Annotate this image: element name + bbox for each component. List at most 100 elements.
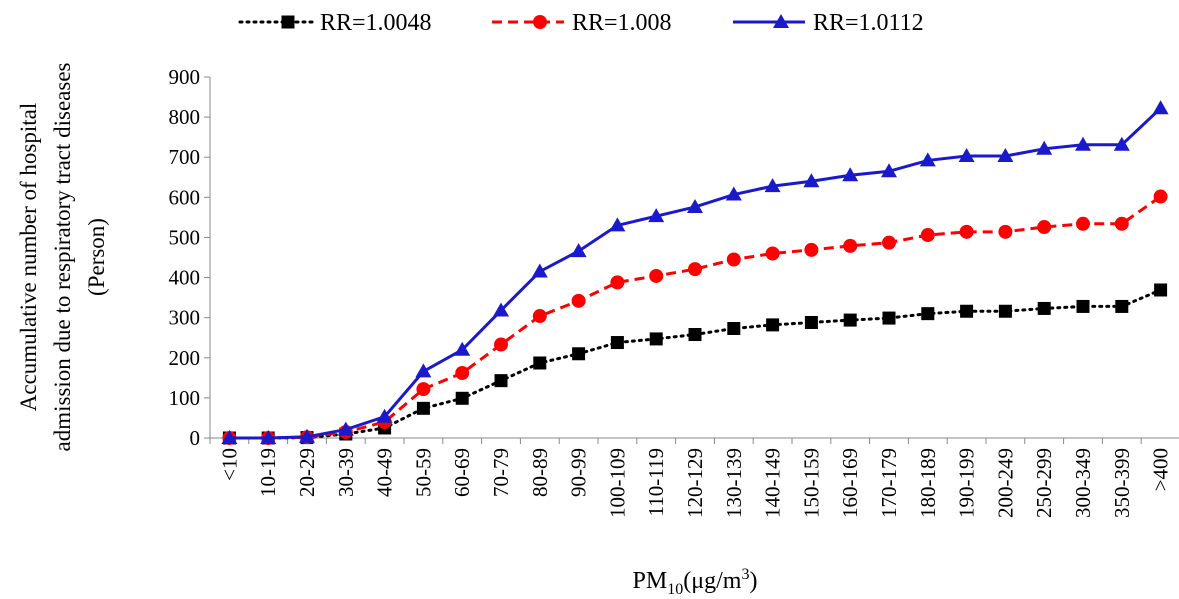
data-point [997,148,1014,163]
x-tick-label: 10-19 [256,448,280,497]
x-tick-label: 250-299 [1032,448,1056,518]
data-point [766,318,780,332]
data-point [533,356,547,370]
y-tick-label: 200 [169,346,201,370]
data-point [572,347,586,361]
legend-item-3: RR=1.0112 [733,10,924,36]
data-point [804,242,819,257]
data-point [493,302,509,317]
x-axis-title-unit-close: ) [749,568,757,594]
series-line [227,288,1163,440]
x-tick-label: 170-179 [877,448,901,518]
x-tick-label: 60-69 [450,448,474,497]
x-tick-label: 50-59 [411,448,435,497]
legend-swatch-marker [533,15,547,29]
series-1 [222,283,1168,445]
y-tick-label: 800 [169,105,201,129]
data-point [1036,140,1053,155]
data-point [843,238,858,253]
y-axis-title-line: (Person) [84,218,109,296]
x-tick-label: 90-99 [567,448,591,497]
series-group [221,100,1169,445]
y-tick-label: 0 [190,426,201,450]
data-point [882,235,896,250]
x-tick-label: >400 [1149,448,1173,491]
x-tick-label: 300-349 [1071,448,1095,518]
data-point [765,246,780,261]
x-axis-title: PM10(μg/m3) [633,566,758,598]
x-axis-title-subscript: 10 [667,581,683,598]
data-point [416,401,430,415]
data-point [455,366,470,381]
x-tick-label: 120-129 [683,448,707,518]
y-axis-title: Accumulative number of hospital admission… [16,62,109,451]
y-tick-label: 300 [169,306,201,330]
y-tick-label: 900 [169,65,201,89]
data-point [882,311,896,325]
data-point [532,309,547,324]
x-tick-label: 70-79 [489,448,513,497]
x-tick-label: 350-399 [1110,448,1134,518]
legend-label: RR=1.008 [572,10,672,36]
data-point [609,217,626,232]
x-axis-title-base: PM [633,568,668,594]
data-point [1037,301,1051,315]
data-point [687,198,703,213]
data-point [725,186,742,201]
series-2 [222,189,1168,445]
data-point [764,178,781,193]
x-tick-label: 160-169 [838,448,862,518]
x-axis-title: PM10(μg/m3) [633,566,758,598]
legend-label: RR=1.0048 [320,10,432,36]
y-axis-title-line: admission due to respiratory tract disea… [50,62,75,451]
legend-label: RR=1.0112 [813,10,924,36]
series-line [229,195,1162,440]
data-point [649,268,664,283]
data-point [1154,283,1168,297]
x-tick-label: 190-199 [955,448,979,518]
y-axis-title-line: Accumulative number of hospital [16,103,41,412]
data-point [1076,299,1090,313]
x-axis-title-unit: (μg/m [683,568,742,594]
data-point [881,163,897,178]
data-point [610,336,624,350]
data-point [919,152,936,167]
data-point [415,363,432,378]
x-tick-label: 80-89 [528,448,552,497]
axes [209,77,1179,439]
data-point [376,408,393,423]
y-axis-ticks: 0 100 200 300 400 500 600 700 800 900 [169,65,210,450]
data-point [221,430,238,444]
x-tick-label: 200-249 [993,448,1017,518]
x-tick-label: 20-29 [295,448,319,497]
data-point [610,275,625,290]
y-tick-label: 400 [169,266,201,290]
data-point [648,208,665,223]
data-point [570,243,587,258]
data-point [727,321,741,335]
data-point [260,430,277,444]
x-tick-label: 130-139 [722,448,746,518]
data-point [1115,299,1129,313]
data-point [998,224,1013,239]
data-point [843,313,857,327]
data-point [337,421,354,436]
data-point [649,332,663,346]
data-point [960,304,974,318]
data-point [1114,216,1129,231]
data-point [1113,136,1130,151]
x-tick-label: 100-109 [605,448,629,518]
data-point [920,228,935,243]
legend-item-1: RR=1.0048 [238,10,432,36]
y-tick-label: 600 [169,185,201,209]
legend: RR=1.0048 RR=1.008 RR=1.0112 [238,10,924,36]
data-point [1075,136,1091,151]
x-tick-label: 140-149 [761,448,785,518]
data-point [921,307,935,321]
data-point [1076,216,1090,231]
data-point [416,382,431,397]
x-axis-ticks: <10 10-19 20-29 30-39 40-49 50-59 60-69 70-79 80… [209,438,1173,518]
series-3 [221,100,1169,444]
y-tick-label: 700 [169,145,201,169]
data-point [299,428,315,443]
